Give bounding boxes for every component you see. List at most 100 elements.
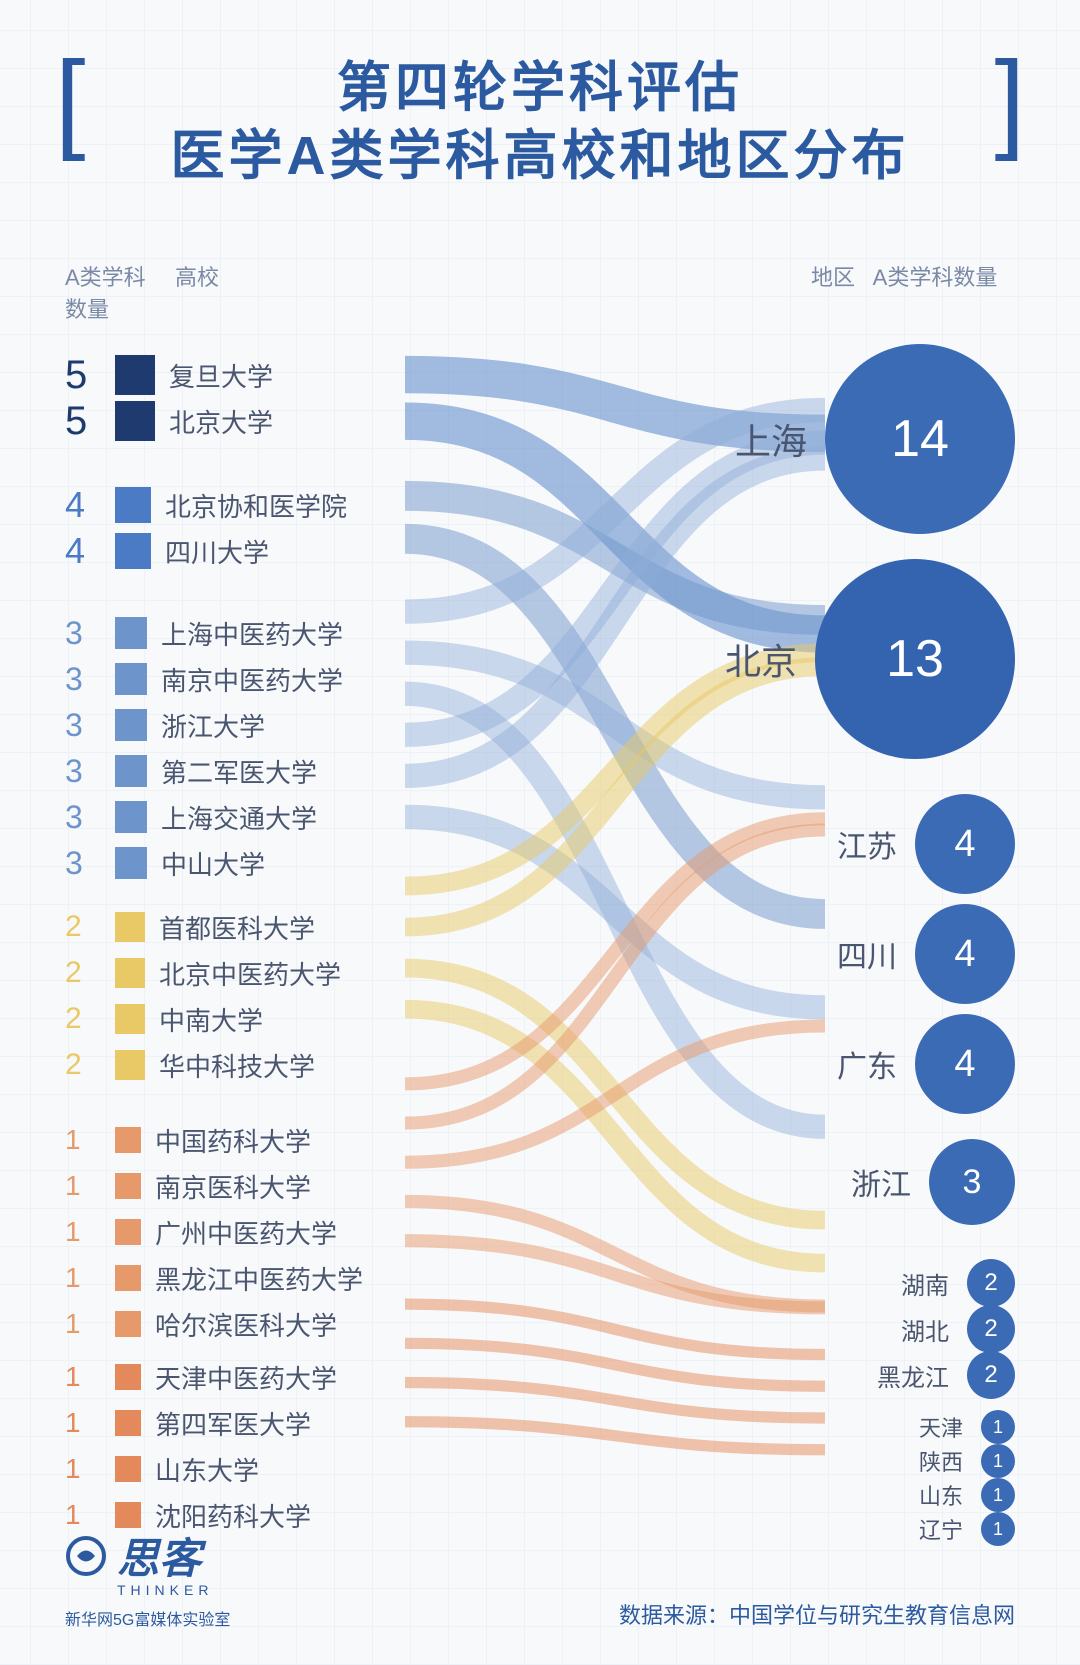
footer: 思客 THINKER 新华网5G富媒体实验室 数据来源：中国学位与研究生教育信息… <box>65 1525 1015 1630</box>
region-circle: 4 <box>915 904 1015 1004</box>
uni-name: 中山大学 <box>161 845 265 882</box>
region: 江苏 4 <box>837 794 1015 894</box>
uni-row: 2中南大学 <box>65 998 525 1040</box>
uni-name: 北京协和医学院 <box>165 487 347 524</box>
uni-count: 3 <box>65 661 115 698</box>
logo-name: 思客 <box>117 1525 201 1586</box>
uni-row: 2华中科技大学 <box>65 1044 525 1086</box>
uni-square-icon <box>115 847 147 879</box>
region: 天津 1 <box>919 1410 1015 1444</box>
uni-name: 复旦大学 <box>169 357 273 394</box>
uni-square-icon <box>115 755 147 787</box>
uni-name: 天津中医药大学 <box>155 1359 337 1396</box>
region-label: 陕西 <box>919 1445 963 1477</box>
uni-row: 3上海交通大学 <box>65 796 525 838</box>
uni-count: 2 <box>65 956 115 990</box>
title-line-1: 第四轮学科评估 <box>65 55 1015 123</box>
region-circle: 1 <box>981 1444 1015 1478</box>
uni-count: 1 <box>65 1407 115 1439</box>
region-circle: 4 <box>915 794 1015 894</box>
region: 上海 14 <box>735 344 1015 534</box>
region-circle: 1 <box>981 1410 1015 1444</box>
uni-row: 3 南京中医药大学 <box>65 658 525 700</box>
logo-english: THINKER <box>117 1582 230 1598</box>
uni-count: 1 <box>65 1170 115 1202</box>
region-label: 江苏 <box>837 822 897 866</box>
uni-count: 3 <box>65 753 115 790</box>
uni-square-icon <box>115 355 155 395</box>
title-block: [ 第四轮学科评估 医学A类学科高校和地区分布 ] <box>65 55 1015 190</box>
uni-count: 3 <box>65 845 115 882</box>
uni-group: 2首都医科大学2北京中医药大学2中南大学2华中科技大学 <box>65 906 525 1090</box>
logo-icon <box>65 1535 107 1577</box>
uni-name: 华中科技大学 <box>159 1047 315 1084</box>
header-right-count: A类学科数量 <box>855 260 1015 324</box>
region: 黑龙江2 <box>877 1351 1015 1399</box>
region-circle: 2 <box>967 1259 1015 1307</box>
bracket-left: [ <box>55 37 86 164</box>
uni-count: 4 <box>65 484 115 526</box>
header-right-region: 地区 <box>755 260 855 324</box>
uni-square-icon <box>115 1004 145 1034</box>
uni-row: 1第四军医大学 <box>65 1402 525 1444</box>
uni-square-icon <box>115 487 151 523</box>
uni-name: 南京中医药大学 <box>161 661 343 698</box>
uni-row: 1中国药科大学 <box>65 1119 525 1161</box>
uni-square-icon <box>115 1127 141 1153</box>
uni-square-icon <box>115 1219 141 1245</box>
uni-row: 1天津中医药大学 <box>65 1356 525 1398</box>
uni-name: 山东大学 <box>155 1451 259 1488</box>
sankey-chart: 5复旦大学5北京大学4北京协和医学院4四川大学3上海中医药大学3南京中医药大学3… <box>65 354 1015 1474</box>
uni-group: 4北京协和医学院4四川大学 <box>65 484 525 576</box>
uni-row: 1广州中医药大学 <box>65 1211 525 1253</box>
uni-count: 3 <box>65 799 115 836</box>
uni-square-icon <box>115 1364 141 1390</box>
uni-name: 浙江大学 <box>161 707 265 744</box>
region: 广东4 <box>837 1014 1015 1114</box>
uni-row: 1 哈尔滨医科大学 <box>65 1303 525 1345</box>
region-label: 天津 <box>919 1411 963 1443</box>
uni-square-icon <box>115 1410 141 1436</box>
uni-count: 1 <box>65 1308 115 1340</box>
uni-square-icon <box>115 533 151 569</box>
region-circle: 14 <box>825 344 1015 534</box>
uni-square-icon <box>115 1311 141 1337</box>
region: 湖北2 <box>901 1305 1015 1353</box>
infographic-container: [ 第四轮学科评估 医学A类学科高校和地区分布 ] A类学科数量 高校 地区 A… <box>0 0 1080 1514</box>
uni-name: 哈尔滨医科大学 <box>155 1306 337 1343</box>
uni-count: 1 <box>65 1124 115 1156</box>
uni-row: 1山东大学 <box>65 1448 525 1490</box>
uni-name: 首都医科大学 <box>159 909 315 946</box>
uni-square-icon <box>115 912 145 942</box>
uni-square-icon <box>115 801 147 833</box>
uni-count: 4 <box>65 530 115 572</box>
data-source: 数据来源：中国学位与研究生教育信息网 <box>619 1598 1015 1630</box>
uni-row: 3 浙江大学 <box>65 704 525 746</box>
column-headers: A类学科数量 高校 地区 A类学科数量 <box>65 260 1015 324</box>
region-label: 北京 <box>725 633 797 685</box>
source-text: 中国学位与研究生教育信息网 <box>729 1603 1015 1628</box>
uni-row: 2北京中医药大学 <box>65 952 525 994</box>
uni-row: 3第二军医大学 <box>65 750 525 792</box>
header-left-count: A类学科数量 <box>65 260 155 324</box>
region-circle: 13 <box>815 559 1015 759</box>
uni-square-icon <box>115 709 147 741</box>
region: 北京 13 <box>725 559 1015 759</box>
uni-row: 1黑龙江中医药大学 <box>65 1257 525 1299</box>
uni-count: 1 <box>65 1216 115 1248</box>
region-label: 上海 <box>735 413 807 465</box>
region-circle: 3 <box>929 1139 1015 1225</box>
uni-group: 3上海中医药大学3南京中医药大学3浙江大学3第二军医大学3上海交通大学3中山大学 <box>65 612 525 888</box>
uni-row: 2首都医科大学 <box>65 906 525 948</box>
uni-row: 4 北京协和医学院 <box>65 484 525 526</box>
uni-row: 3 中山大学 <box>65 842 525 884</box>
uni-count: 2 <box>65 1002 115 1036</box>
uni-row: 3上海中医药大学 <box>65 612 525 654</box>
uni-row: 5北京大学 <box>65 400 525 442</box>
uni-count: 3 <box>65 707 115 744</box>
region-label: 四川 <box>837 932 897 976</box>
source-prefix: 数据来源： <box>619 1603 729 1628</box>
region-circle: 1 <box>981 1478 1015 1512</box>
logo-lab: 新华网5G富媒体实验室 <box>65 1606 230 1630</box>
region-circle: 4 <box>915 1014 1015 1114</box>
